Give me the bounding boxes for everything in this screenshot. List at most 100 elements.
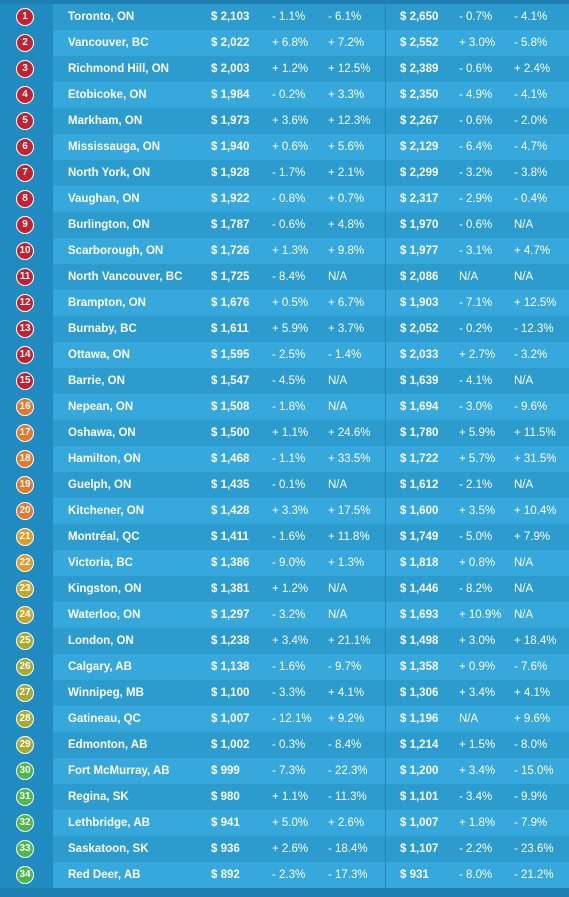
- rent-price: $ 1,612: [400, 479, 439, 491]
- rent-change: - 8.2%: [459, 583, 493, 595]
- rent-price: $ 1,358: [400, 661, 439, 673]
- rent-change: + 5.9%: [272, 323, 309, 335]
- rent-change: - 1.1%: [272, 453, 306, 465]
- rent-price: $ 1,101: [400, 791, 439, 803]
- rent-change: - 2.9%: [459, 193, 493, 205]
- rent-change: + 17.5%: [328, 505, 371, 517]
- rent-change: + 10.9%: [459, 609, 502, 621]
- rank-cell: 28: [0, 706, 53, 732]
- city-name: North Vancouver, BC: [68, 271, 183, 283]
- rank-badge: 15: [16, 372, 34, 390]
- rent-change: + 3.4%: [459, 687, 496, 699]
- column-divider: [385, 394, 386, 420]
- rent-price: $ 2,650: [400, 11, 439, 23]
- city-name: London, ON: [68, 635, 134, 647]
- rent-price: $ 1,002: [211, 739, 250, 751]
- rent-change: - 4.1%: [514, 11, 548, 23]
- city-name: Barrie, ON: [68, 375, 125, 387]
- rent-change: - 6.1%: [328, 11, 362, 23]
- city-name: Winnipeg, MB: [68, 687, 144, 699]
- table-row: 22 Victoria, BC $ 1,386 - 9.0% + 1.3% $ 1,818…: [0, 550, 569, 576]
- column-divider: [385, 862, 386, 888]
- rank-badge: 14: [16, 346, 34, 364]
- city-name: Gatineau, QC: [68, 713, 141, 725]
- rent-price: $ 1,977: [400, 245, 439, 257]
- city-name: Kitchener, ON: [68, 505, 145, 517]
- rent-change: + 3.3%: [328, 89, 365, 101]
- rent-change: N/A: [514, 583, 534, 595]
- column-divider: [385, 316, 386, 342]
- footer-strip: [0, 888, 569, 897]
- rank-cell: 30: [0, 758, 53, 784]
- rent-change: - 8.4%: [328, 739, 362, 751]
- rank-badge: 3: [16, 60, 34, 78]
- rent-price: $ 1,922: [211, 193, 250, 205]
- rent-change: + 1.8%: [459, 817, 496, 829]
- rank-badge: 33: [16, 840, 34, 858]
- table-row: 14 Ottawa, ON $ 1,595 - 2.5% - 1.4% $ 2,033 + …: [0, 342, 569, 368]
- rank-badge: 12: [16, 294, 34, 312]
- rank-cell: 3: [0, 56, 53, 82]
- rank-cell: 13: [0, 316, 53, 342]
- rent-change: - 8.4%: [272, 271, 306, 283]
- rank-badge: 30: [16, 762, 34, 780]
- rent-change: - 2.1%: [459, 479, 493, 491]
- rank-badge: 1: [16, 8, 34, 26]
- rent-change: - 4.1%: [514, 89, 548, 101]
- rank-badge: 2: [16, 34, 34, 52]
- rent-change: + 3.4%: [272, 635, 309, 647]
- rank-badge: 24: [16, 606, 34, 624]
- column-divider: [385, 524, 386, 550]
- rent-price: $ 1,007: [211, 713, 250, 725]
- column-divider: [385, 680, 386, 706]
- column-divider: [385, 472, 386, 498]
- rank-cell: 12: [0, 290, 53, 316]
- rent-price: $ 1,903: [400, 297, 439, 309]
- rent-change: + 21.1%: [328, 635, 371, 647]
- rent-price: $ 1,107: [400, 843, 439, 855]
- city-name: Brampton, ON: [68, 297, 146, 309]
- rent-change: - 3.4%: [459, 791, 493, 803]
- city-name: Etobicoke, ON: [68, 89, 147, 101]
- table-row: 15 Barrie, ON $ 1,547 - 4.5% N/A $ 1,639 - 4.1…: [0, 368, 569, 394]
- rent-change: - 5.8%: [514, 37, 548, 49]
- rank-cell: 21: [0, 524, 53, 550]
- rent-change: + 3.6%: [272, 115, 309, 127]
- rent-change: - 3.8%: [514, 167, 548, 179]
- rent-price: $ 931: [400, 869, 429, 881]
- rent-change: - 0.8%: [272, 193, 306, 205]
- column-divider: [385, 810, 386, 836]
- rent-change: + 1.5%: [459, 739, 496, 751]
- rent-change: - 0.2%: [459, 323, 493, 335]
- city-name: North York, ON: [68, 167, 150, 179]
- rent-price: $ 1,749: [400, 531, 439, 543]
- city-name: Vaughan, ON: [68, 193, 140, 205]
- rank-cell: 15: [0, 368, 53, 394]
- rank-cell: 18: [0, 446, 53, 472]
- rent-change: + 24.6%: [328, 427, 371, 439]
- rank-badge: 26: [16, 658, 34, 676]
- rent-change: - 8.0%: [459, 869, 493, 881]
- rank-badge: 28: [16, 710, 34, 728]
- rent-change: + 11.8%: [328, 531, 370, 543]
- table-row: 33 Saskatoon, SK $ 936 + 2.6% - 18.4% $ 1,107…: [0, 836, 569, 862]
- table-row: 7 North York, ON $ 1,928 - 1.7% + 2.1% $ 2,29…: [0, 160, 569, 186]
- rank-badge: 6: [16, 138, 34, 156]
- table-row: 19 Guelph, ON $ 1,435 - 0.1% N/A $ 1,612 - 2.1…: [0, 472, 569, 498]
- column-divider: [385, 706, 386, 732]
- rent-price: $ 2,052: [400, 323, 439, 335]
- rent-price: $ 1,196: [400, 713, 439, 725]
- rent-change: + 33.5%: [328, 453, 371, 465]
- rent-change: - 7.3%: [272, 765, 306, 777]
- rent-price: $ 941: [211, 817, 240, 829]
- table-row: 27 Winnipeg, MB $ 1,100 - 3.3% + 4.1% $ 1,306…: [0, 680, 569, 706]
- column-divider: [385, 628, 386, 654]
- table-row: 1 Toronto, ON $ 2,103 - 1.1% - 6.1% $ 2,650 - …: [0, 4, 569, 30]
- rent-change: + 3.3%: [272, 505, 309, 517]
- column-divider: [385, 4, 386, 30]
- rent-change: - 4.7%: [514, 141, 548, 153]
- rent-price: $ 2,103: [211, 11, 250, 23]
- rent-change: + 4.7%: [514, 245, 551, 257]
- table-row: 6 Mississauga, ON $ 1,940 + 0.6% + 5.6% $ 2,1…: [0, 134, 569, 160]
- column-divider: [385, 758, 386, 784]
